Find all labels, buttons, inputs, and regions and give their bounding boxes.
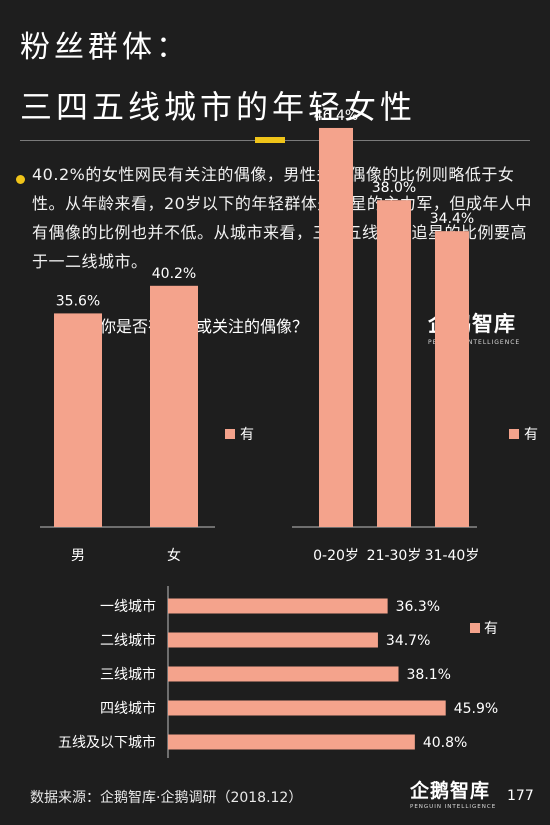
- chart-1-category-label: 31-40岁: [425, 548, 480, 564]
- chart-2-category-label: 一线城市: [100, 598, 156, 615]
- chart-0-category-label: 男: [71, 548, 85, 564]
- chart-2-bar: [168, 632, 378, 648]
- chart-2-bar: [168, 734, 415, 750]
- chart-0-data-label: 40.2%: [152, 266, 196, 282]
- chart-1-data-label: 38.0%: [372, 180, 416, 196]
- chart-2-data-label: 45.9%: [454, 701, 498, 717]
- chart-1-data-label: 46.4%: [314, 108, 358, 124]
- data-source: 数据来源：企鹅智库·企鹅调研（2018.12）: [30, 790, 303, 806]
- chart-2-legend-swatch: [470, 623, 480, 633]
- chart-2-bar: [168, 700, 446, 716]
- chart-2-data-label: 38.1%: [407, 667, 451, 683]
- chart-0-bar: [150, 285, 198, 527]
- brand-logo-subtext: PENGUIN INTELLIGENCE: [428, 339, 521, 346]
- chart-1-data-label: 34.4%: [430, 211, 474, 227]
- footer-brand-logo-text: 企鹅智库: [410, 780, 491, 802]
- chart-0-data-label: 35.6%: [56, 293, 100, 309]
- page-number: 177: [507, 788, 534, 804]
- chart-0-legend-swatch: [225, 429, 235, 439]
- chart-2-category-label: 三线城市: [100, 666, 156, 683]
- chart-0-legend-label: 有: [240, 427, 254, 443]
- chart-1-category-label: 21-30岁: [367, 548, 422, 564]
- chart-2-data-label: 36.3%: [396, 599, 440, 615]
- chart-2-data-label: 34.7%: [386, 633, 430, 649]
- chart-0-category-label: 女: [167, 547, 181, 564]
- chart-2-category-label: 二线城市: [100, 632, 156, 649]
- chart-2-data-label: 40.8%: [423, 735, 467, 751]
- chart-0-bar: [54, 313, 102, 527]
- page-title-line-1: 粉丝群体：: [20, 30, 190, 65]
- bullet-dot-icon: [16, 175, 25, 184]
- chart-2-legend-label: 有: [484, 621, 498, 637]
- footer-brand-logo: 企鹅智库 PENGUIN INTELLIGENCE: [410, 776, 496, 810]
- page-title-line-2: 三四五线城市的年轻女性: [20, 88, 417, 126]
- title-accent-mark: [255, 137, 285, 143]
- chart-2-bar: [168, 666, 399, 682]
- chart-1-bar: [377, 200, 411, 527]
- chart-2-category-label: 五线及以下城市: [58, 734, 156, 751]
- chart-2-bar: [168, 598, 388, 614]
- chart-1-legend-swatch: [509, 429, 519, 439]
- chart-1-bar: [319, 127, 353, 528]
- footer-brand-logo-subtext: PENGUIN INTELLIGENCE: [410, 804, 497, 810]
- chart-1-bar: [435, 231, 469, 527]
- chart-1-category-label: 0-20岁: [313, 548, 359, 564]
- chart-1-legend-label: 有: [524, 427, 538, 443]
- chart-2-category-label: 四线城市: [100, 700, 156, 717]
